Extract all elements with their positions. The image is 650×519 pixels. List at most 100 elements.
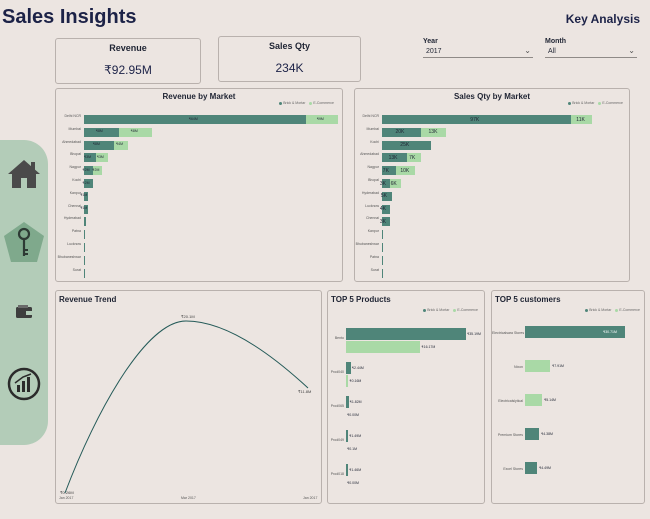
bar-brick: [382, 255, 383, 265]
category-label: Electricalslytical: [498, 399, 523, 403]
bar-brick-label: 3K: [379, 180, 386, 187]
revenue-kpi-value: ₹92.95M: [104, 63, 152, 77]
bar-ecommerce: [92, 166, 102, 176]
category-label: Bhubaneshwar: [355, 242, 379, 246]
side-nav: [0, 140, 48, 445]
bar-brick: [84, 243, 85, 252]
qty-kpi-value: 234K: [275, 61, 304, 75]
bar-ecommerce: [113, 140, 129, 150]
bar-brick: [382, 243, 383, 252]
revenue-by-market-card: Revenue by Market Brick & Mortar E-Comme…: [55, 88, 343, 282]
legend-brick-label: Brick & Mortar: [589, 308, 612, 312]
category-label: Prod065: [330, 404, 344, 408]
bar-brick-label: 13K: [388, 154, 398, 161]
category-label: Bhopal: [368, 178, 379, 182]
category-label: Kochi: [72, 178, 81, 182]
bar-brick: [346, 362, 351, 374]
category-label: Hyderabad: [361, 190, 379, 195]
bar-brick: [84, 255, 85, 265]
bar-brick-label: ₹64M: [188, 116, 198, 121]
revenue-trend-title: Revenue Trend: [59, 295, 117, 304]
chart-coin-icon[interactable]: [0, 366, 48, 407]
bar-brick-label: 20K: [395, 129, 405, 136]
bar-label: ₹4.49M: [539, 466, 551, 470]
bar-brick-label: 3K: [379, 218, 386, 225]
category-label: Surat: [370, 267, 379, 272]
bar-ecommerce: [395, 166, 416, 176]
key-analysis-title: Key Analysis: [565, 12, 640, 26]
month-slicer-label: Month: [545, 38, 566, 45]
bar-brick-label: 25K: [400, 142, 410, 149]
chevron-down-icon: ⌄: [524, 46, 531, 55]
bar-ecommerce: [525, 360, 550, 372]
category-label: Excel Stores: [503, 467, 523, 471]
bar-brick: [382, 217, 390, 227]
revenue-kpi-label: Revenue: [109, 43, 147, 53]
category-label: Mumbai: [68, 126, 81, 131]
category-label: Nagpur: [69, 165, 81, 170]
bar-ecommerce-label: 6K: [390, 180, 397, 187]
bar-ecommerce: [570, 115, 592, 124]
bar-brick: [382, 204, 390, 214]
trend-start-label: ₹0.26M: [60, 490, 74, 495]
bar-brick-label: ₹1.49M: [349, 434, 362, 438]
bar-ecommerce: [305, 115, 338, 124]
key-icon[interactable]: [0, 220, 48, 271]
trend-x-label: Jan 2017: [303, 496, 317, 500]
trend-peak-label: ₹20.1M: [181, 314, 195, 319]
trend-x-label: Jan 2017: [59, 496, 73, 500]
category-label: Surat: [72, 267, 81, 272]
bar-ecommerce-label: ₹0.00M: [347, 413, 359, 417]
top-products-title: TOP 5 Products: [331, 295, 391, 304]
bar-brick-label: ₹35.19M: [467, 332, 481, 336]
bar-brick: [525, 428, 539, 440]
bar-brick: [346, 328, 466, 340]
bar-brick-label: ₹1.82M: [349, 400, 362, 404]
bar-ecommerce-label: 7K: [409, 154, 416, 161]
bar-brick-label: 7K: [382, 167, 389, 174]
legend-brick-label: Brick & Mortar: [283, 101, 306, 105]
trend-end-label: ₹11.8M: [298, 389, 311, 394]
bar-ecommerce-label: ₹0.16M: [349, 379, 362, 383]
bar-brick-label: ₹2.44M: [351, 366, 364, 370]
category-label: Lucknow: [365, 203, 379, 208]
bar-ecommerce: [420, 127, 447, 137]
bar-brick-label: 97K: [470, 116, 480, 123]
bar-ecommerce: [346, 341, 421, 353]
bar-brick-label: ₹1M: [80, 206, 88, 211]
qty-by-market-title: Sales Qty by Market: [453, 92, 531, 101]
bar-brick: [382, 166, 396, 176]
bar-ecommerce-label: 13K: [428, 129, 438, 136]
category-label: Chennai: [67, 203, 81, 208]
home-icon[interactable]: [0, 158, 48, 195]
bar-ecommerce-label: ₹8M: [130, 129, 138, 134]
category-label: Bhubaneshwar: [57, 254, 81, 259]
revenue-trend-card: Revenue Trend ₹0.26M ₹20.1M ₹11.8M Jan 2…: [55, 290, 322, 504]
bar-label: ₹30.71M: [603, 330, 617, 334]
top-customers-card: TOP 5 customers Brick & Mortar E-Commerc…: [491, 290, 645, 504]
bar-ecommerce: [346, 375, 349, 387]
bar-brick: [382, 140, 431, 150]
category-label: Delhi NCR: [362, 114, 379, 118]
category-label: Delhi NCR: [64, 114, 81, 118]
bar-label: ₹7.91M: [552, 364, 564, 368]
qty-by-market-legend: Brick & Mortar E-Commerce: [565, 101, 623, 105]
bar-ecommerce: [119, 127, 152, 137]
bar-brick: [84, 140, 114, 150]
wallet-icon[interactable]: [0, 304, 48, 325]
category-label: Lucknow: [67, 242, 81, 246]
month-dropdown-value: All: [548, 48, 556, 55]
bar-brick: [382, 115, 571, 124]
bar-ecommerce-label: 10K: [400, 167, 410, 174]
bar-brick: [84, 204, 89, 214]
revenue-trend-chart: ₹0.26M ₹20.1M ₹11.8M Jan 2017 Mar 2017 J…: [59, 314, 317, 500]
month-dropdown[interactable]: All ⌄: [545, 46, 637, 58]
bar-ecommerce-label: ₹4M: [115, 142, 123, 147]
bar-brick: [84, 153, 96, 163]
year-dropdown[interactable]: 2017 ⌄: [423, 46, 533, 58]
top-customers-legend: Brick & Mortar E-Commerce: [582, 308, 640, 312]
bar-label: ₹4.38M: [541, 432, 553, 436]
year-dropdown-value: 2017: [426, 48, 442, 55]
category-label: Kanpur: [69, 190, 81, 195]
page-title: Sales Insights: [2, 6, 137, 28]
